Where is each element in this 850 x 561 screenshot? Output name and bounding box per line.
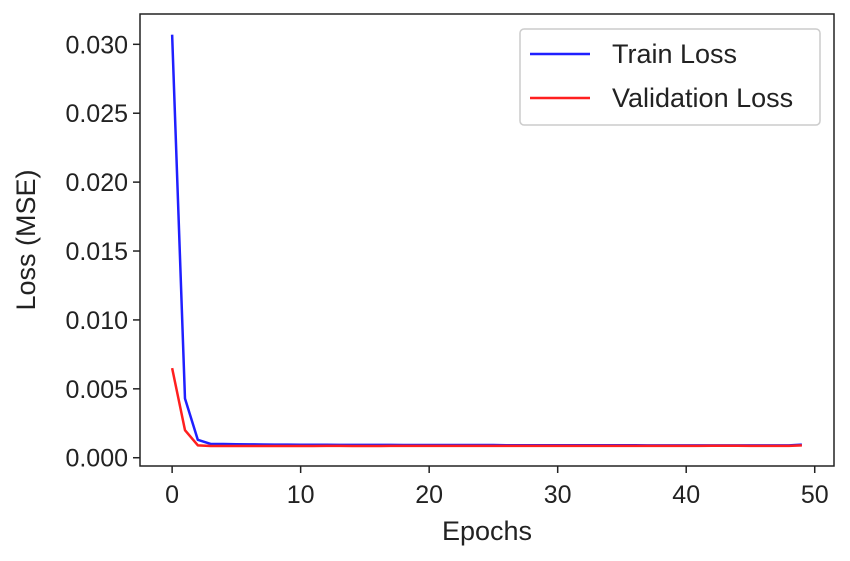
- y-tick-label: 0.025: [65, 100, 128, 128]
- x-tick-label: 20: [415, 481, 443, 509]
- legend-label-train-loss: Train Loss: [612, 39, 737, 69]
- x-tick-label: 40: [672, 481, 700, 509]
- y-tick-label: 0.005: [65, 376, 128, 404]
- y-tick-label: 0.015: [65, 238, 128, 266]
- legend: Train Loss Validation Loss: [519, 28, 821, 126]
- legend-box: [519, 28, 821, 126]
- x-tick-label: 10: [287, 481, 315, 509]
- series-line-validation-loss: [170, 367, 802, 448]
- x-tick-label: 0: [165, 481, 179, 509]
- y-axis-label: Loss (MSE): [11, 169, 41, 310]
- x-tick-label: 50: [801, 481, 829, 509]
- y-tick-label: 0.020: [65, 169, 128, 197]
- x-axis-label: Epochs: [442, 516, 532, 546]
- y-tick-label: 0.010: [65, 307, 128, 335]
- series-lines: [170, 34, 802, 448]
- x-tick-label: 30: [544, 481, 572, 509]
- y-tick-label: 0.030: [65, 31, 128, 59]
- x-axis-ticks: 0 10 20 30 40 50: [165, 466, 829, 509]
- y-axis-ticks: 0.000 0.005 0.010 0.015 0.020 0.025 0.030: [65, 31, 140, 473]
- y-tick-label: 0.000: [65, 445, 128, 473]
- legend-label-validation-loss: Validation Loss: [612, 83, 793, 113]
